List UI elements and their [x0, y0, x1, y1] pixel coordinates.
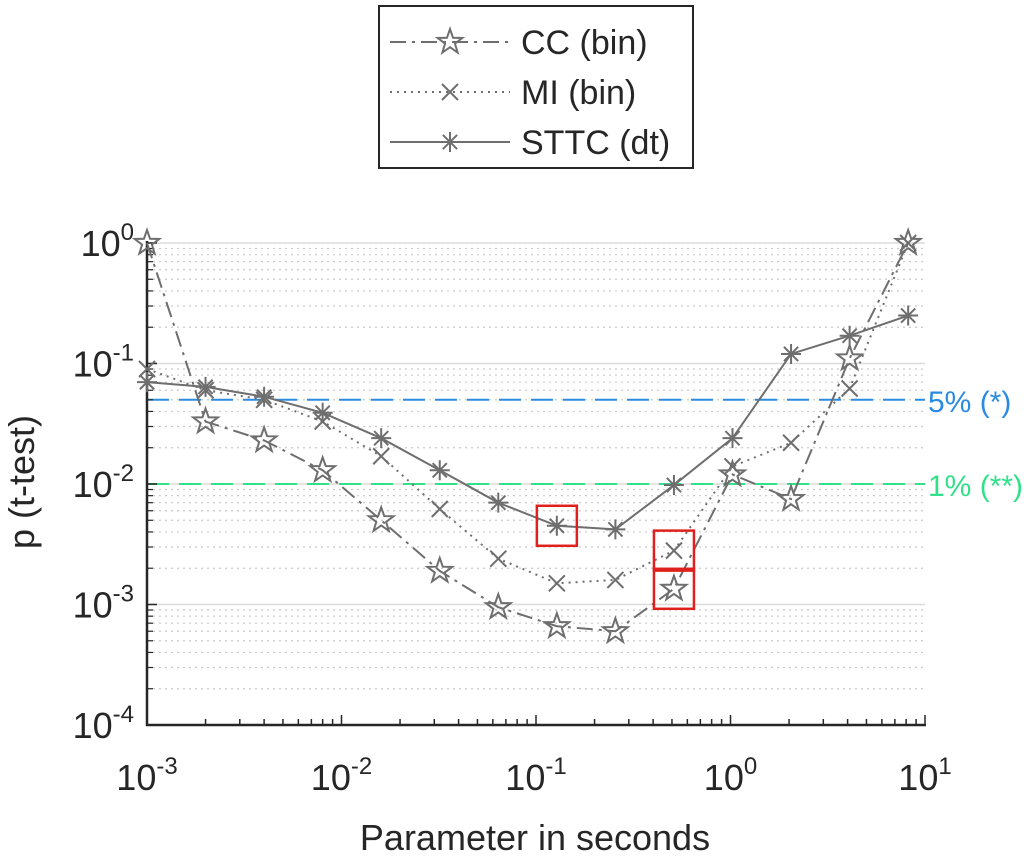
y-tick-label: 10-2 — [73, 460, 134, 505]
legend-label: STTC (dt) — [521, 124, 670, 162]
y-tick-label: 10-1 — [73, 340, 134, 385]
legend: CC (bin) MI (bin) STTC (dt) — [378, 5, 694, 169]
data-point — [138, 360, 156, 378]
data-point — [541, 610, 573, 640]
data-point — [372, 447, 390, 465]
highlight-box — [652, 529, 696, 572]
data-point — [899, 234, 917, 252]
legend-label: CC (bin) — [521, 24, 648, 62]
data-point — [663, 475, 684, 496]
data-point — [717, 458, 748, 488]
data-point — [606, 571, 625, 589]
data-point — [834, 342, 865, 372]
series-sttc-dt — [137, 305, 919, 540]
series-layer — [131, 226, 924, 645]
data-point — [131, 226, 163, 256]
data-point — [137, 372, 157, 393]
grid-layer — [147, 242, 925, 690]
data-point — [429, 460, 450, 481]
data-point — [365, 504, 397, 534]
axes — [145, 241, 926, 727]
data-point — [424, 554, 456, 584]
highlight-box — [535, 504, 579, 548]
data-point — [548, 574, 566, 592]
data-point — [371, 428, 392, 449]
y-axis-label: p (t-test) — [1, 415, 42, 549]
series-cc-bin — [131, 226, 924, 645]
x-tick-label: 100 — [704, 753, 757, 798]
data-point — [600, 615, 631, 645]
data-point — [782, 434, 800, 452]
y-tick-label: 100 — [81, 219, 134, 264]
x-tick-label: 10-3 — [116, 753, 177, 798]
data-point — [307, 454, 338, 484]
data-point — [483, 591, 514, 621]
data-point — [489, 549, 508, 568]
data-point — [605, 519, 626, 540]
data-point — [190, 405, 221, 435]
data-point — [840, 379, 859, 398]
y-tick-label: 10-4 — [73, 701, 134, 746]
legend-label: MI (bin) — [521, 74, 636, 112]
data-point — [781, 343, 802, 364]
data-point — [658, 572, 690, 602]
series-line — [146, 242, 910, 585]
x-tick-label: 10-1 — [505, 753, 566, 798]
highlight-boxes — [535, 504, 696, 611]
data-point — [248, 424, 280, 454]
data-point — [665, 541, 683, 560]
data-point — [312, 402, 333, 423]
x-axis-label: Parameter in seconds — [360, 817, 710, 858]
data-point — [839, 325, 860, 346]
tick-labels: 10-3 10-2 10-1 100 101 100 10-1 10-2 10-3 10-4 — [73, 219, 952, 798]
data-point — [546, 515, 567, 536]
x-tick-label: 101 — [898, 753, 951, 798]
reference-line-label: 5% (*) — [928, 386, 1011, 419]
reference-line-label: 1% (**) — [928, 470, 1023, 503]
data-point — [775, 483, 807, 513]
highlight-box — [652, 567, 696, 611]
reference-lines: 5% (*) 1% (**) — [147, 386, 1023, 503]
data-point — [195, 376, 216, 397]
data-point — [254, 386, 275, 407]
data-point — [892, 226, 924, 256]
data-point — [488, 492, 509, 513]
legend-marker — [441, 83, 459, 101]
data-point — [723, 457, 742, 476]
legend-marker — [434, 25, 466, 55]
x-tick-label: 10-2 — [311, 753, 372, 798]
series-line — [146, 314, 909, 531]
data-point — [898, 305, 919, 326]
legend-marker — [440, 132, 460, 152]
data-point — [431, 500, 449, 518]
y-tick-label: 10-3 — [73, 581, 134, 626]
data-point — [722, 428, 743, 449]
